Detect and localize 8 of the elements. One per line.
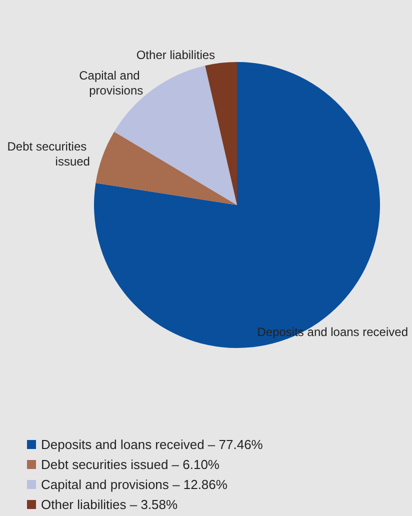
legend-label: Other liabilities – 3.58% xyxy=(41,497,178,512)
text: Other liabilities xyxy=(136,48,216,62)
legend-label: Capital and provisions – 12.86% xyxy=(41,477,228,492)
text: Debt securities issued xyxy=(7,139,90,168)
text: Deposits and loans received xyxy=(257,325,408,340)
text: Capital and provisions xyxy=(79,68,144,98)
legend-label: Debt securities issued – 6.10% xyxy=(41,457,220,472)
legend-label: Deposits and loans received – 77.46% xyxy=(41,437,264,452)
